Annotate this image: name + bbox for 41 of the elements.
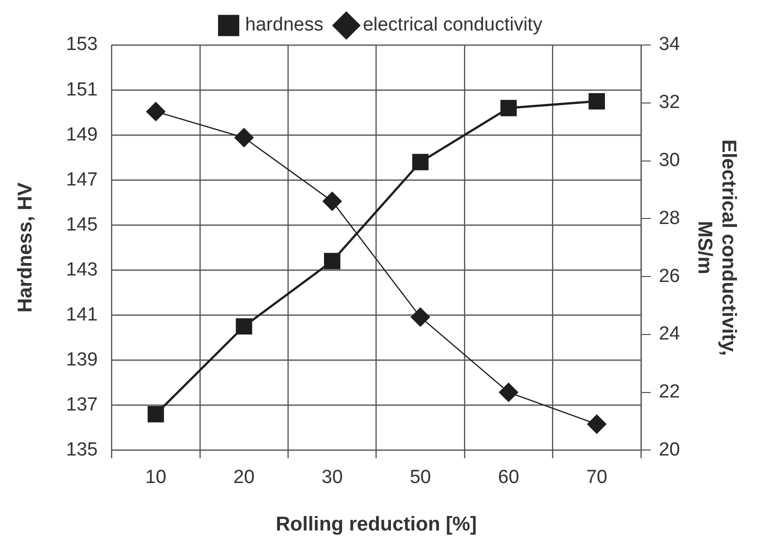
y-tick-label: 139 bbox=[66, 349, 98, 370]
x-tick-label: 30 bbox=[322, 466, 343, 488]
point bbox=[236, 318, 252, 335]
y2-tick-label: 26 bbox=[658, 266, 680, 287]
x-axis-title: Rolling reduction [%] bbox=[276, 514, 477, 536]
y2-axis-title: Electrical conductivity, MS/m bbox=[693, 139, 740, 356]
point bbox=[146, 102, 166, 122]
y-axis-title: Hardness, HV bbox=[14, 182, 37, 313]
y-tick-label: 151 bbox=[66, 79, 98, 100]
point bbox=[234, 128, 254, 148]
x-tick-label: 20 bbox=[233, 466, 255, 488]
y2-tick-label: 30 bbox=[658, 150, 680, 172]
point bbox=[148, 406, 164, 422]
point bbox=[412, 154, 429, 170]
y-tick-label: 137 bbox=[66, 394, 98, 416]
y2-tick-label: 28 bbox=[658, 208, 680, 229]
y-tick-label: 149 bbox=[66, 124, 98, 146]
x-tick-label: 60 bbox=[498, 466, 520, 488]
y2-tick-label: 20 bbox=[658, 439, 680, 460]
y-tick-label: 135 bbox=[66, 439, 98, 460]
y2-tick-label: 22 bbox=[658, 382, 680, 403]
y-tick-label: 143 bbox=[66, 259, 98, 280]
legend-label: electrical conductivity bbox=[362, 14, 543, 36]
y2-tick-label: 24 bbox=[658, 324, 680, 345]
point bbox=[498, 382, 518, 402]
point bbox=[587, 414, 606, 434]
point bbox=[500, 100, 517, 116]
x-tick-label: 70 bbox=[586, 466, 608, 488]
y-tick-label: 147 bbox=[66, 169, 98, 190]
y2-tick-label: 32 bbox=[658, 92, 680, 114]
point bbox=[324, 252, 340, 270]
x-tick-label: 10 bbox=[145, 466, 166, 488]
y2-tick-label: 34 bbox=[658, 34, 680, 56]
point bbox=[588, 93, 605, 110]
y-tick-label: 145 bbox=[66, 214, 98, 236]
y-tick-label: 141 bbox=[66, 304, 98, 326]
x-tick-label: 50 bbox=[410, 466, 431, 488]
legend-label: hardness bbox=[245, 14, 324, 36]
y-tick-label: 153 bbox=[66, 34, 98, 56]
point bbox=[410, 307, 430, 327]
point bbox=[322, 192, 342, 211]
